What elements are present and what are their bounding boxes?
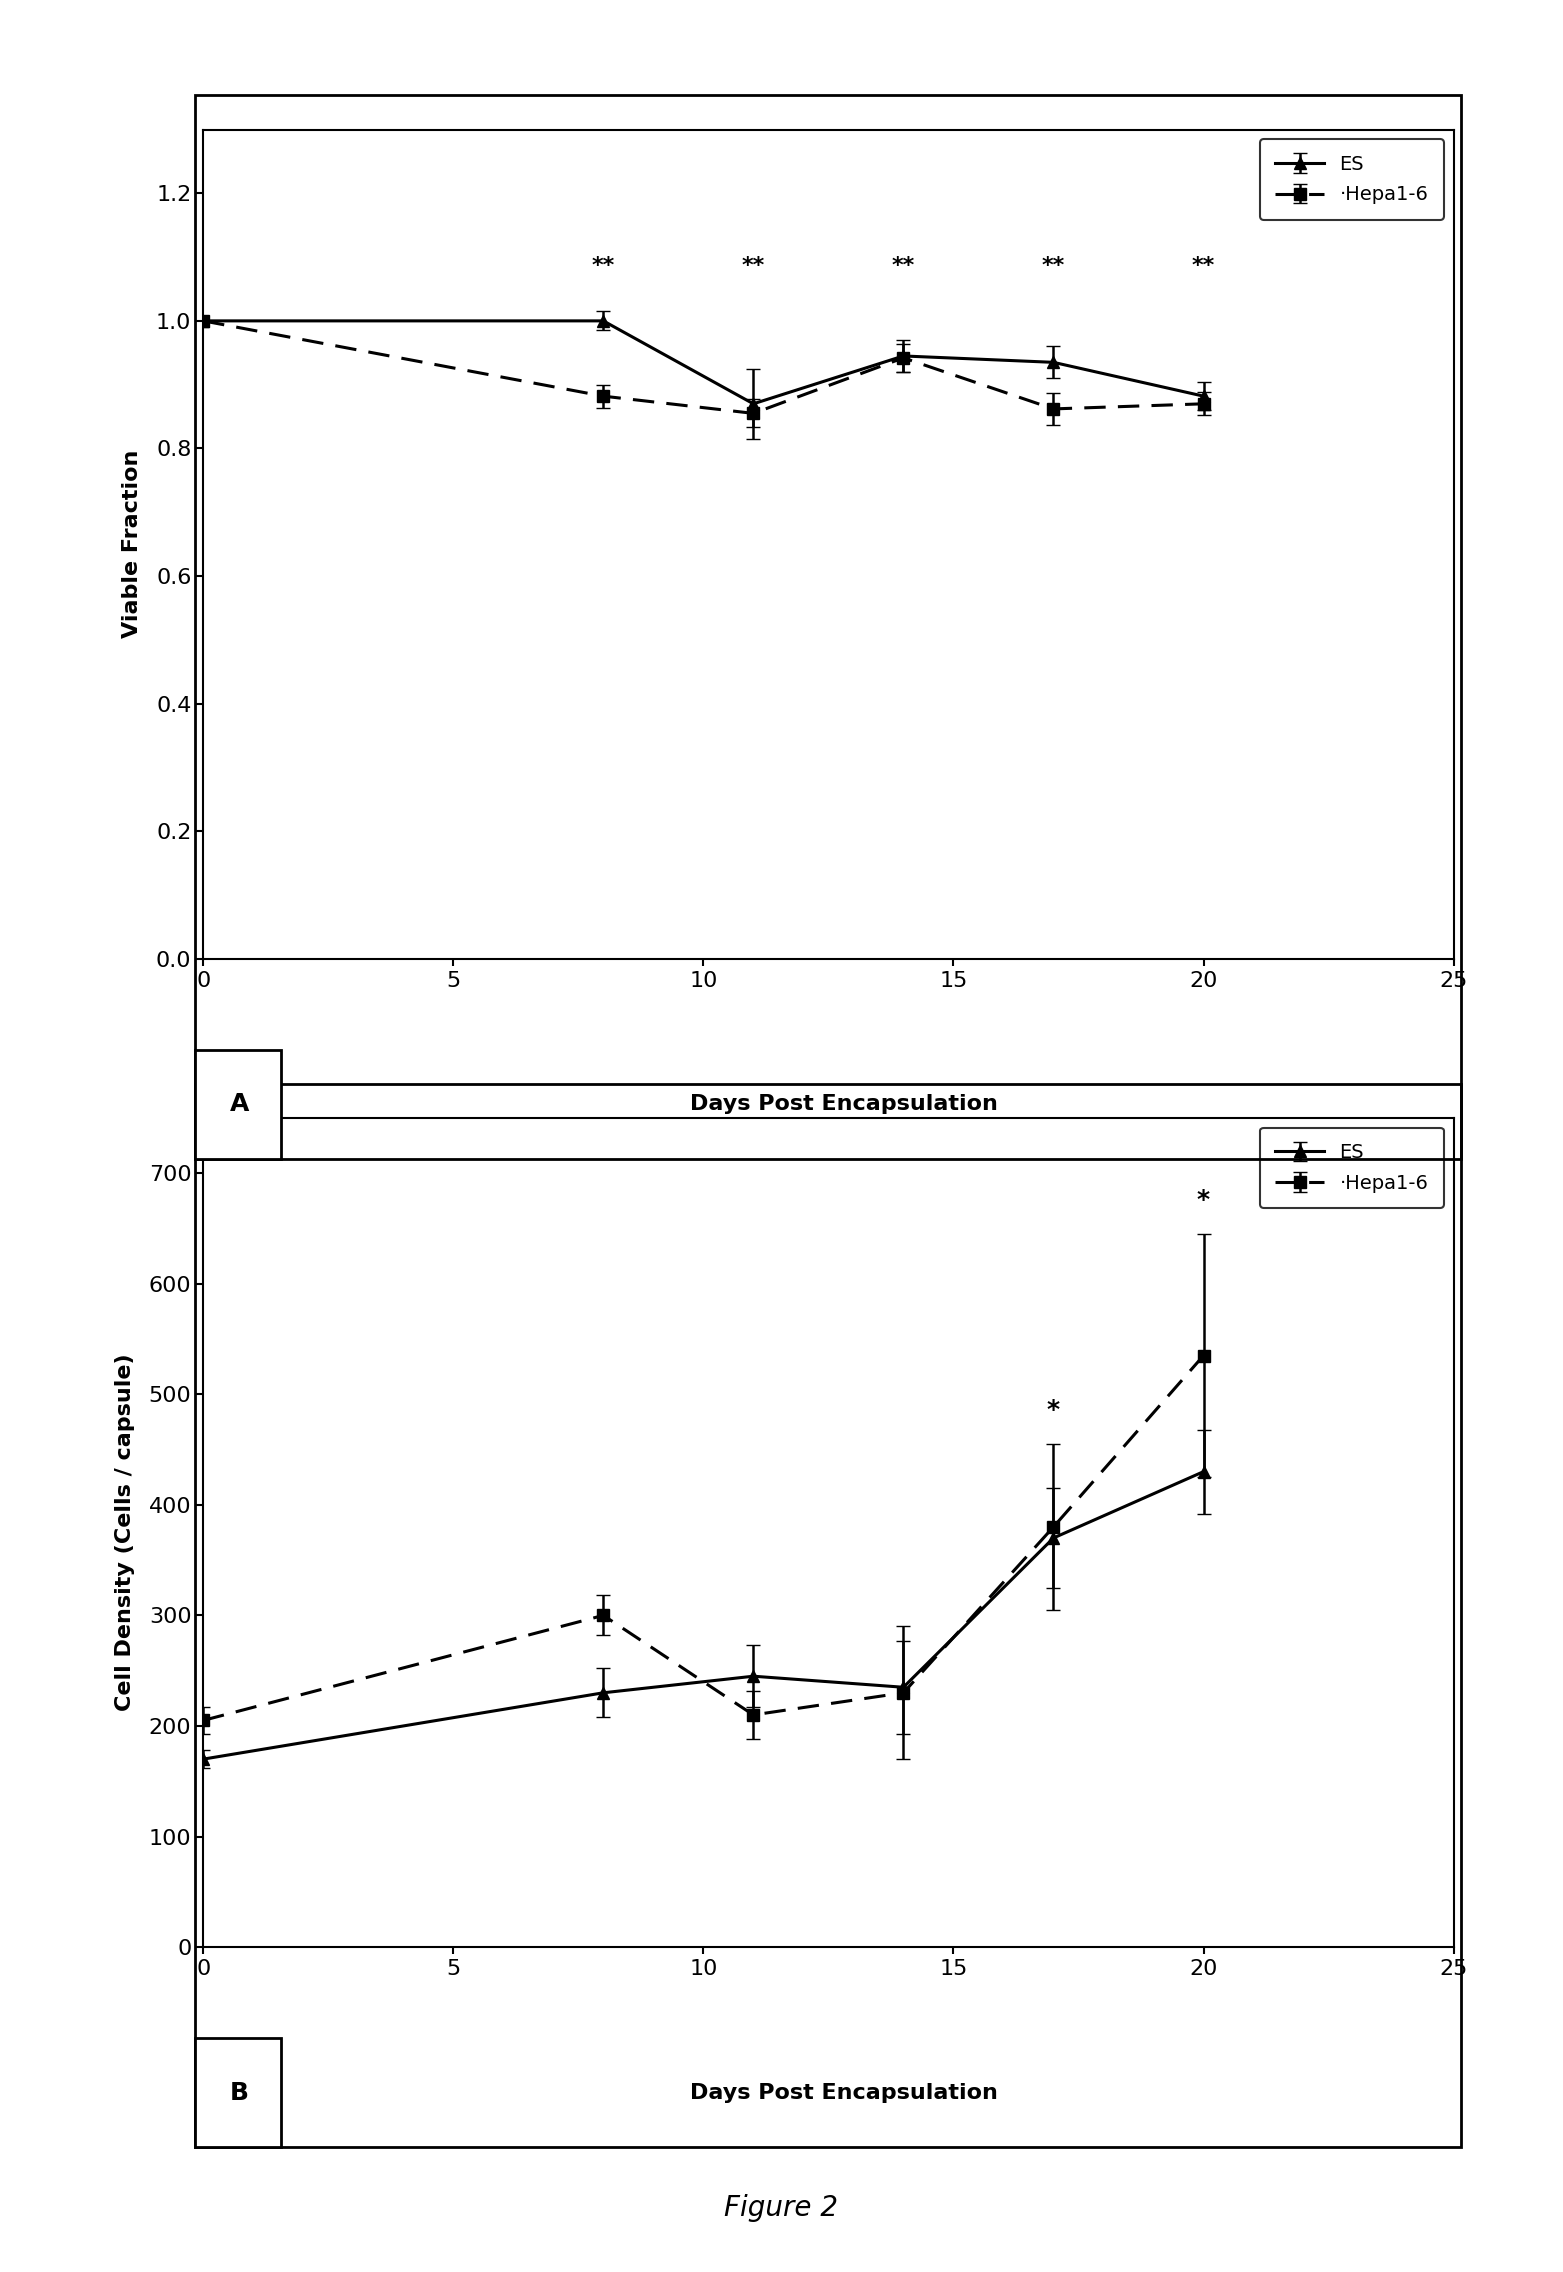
Text: *: * bbox=[1047, 1397, 1060, 1422]
Text: B: B bbox=[230, 2081, 249, 2104]
Text: Figure 2: Figure 2 bbox=[725, 2195, 838, 2222]
Text: **: ** bbox=[892, 257, 914, 277]
Text: *: * bbox=[1197, 1188, 1210, 1211]
Legend: ES, ·Hepa1-6: ES, ·Hepa1-6 bbox=[1260, 1127, 1444, 1209]
Text: Days Post Encapsulation: Days Post Encapsulation bbox=[691, 1095, 997, 1113]
Y-axis label: Viable Fraction: Viable Fraction bbox=[122, 450, 142, 638]
Text: **: ** bbox=[592, 257, 614, 277]
Y-axis label: Cell Density (Cells / capsule): Cell Density (Cells / capsule) bbox=[114, 1354, 134, 1711]
Text: **: ** bbox=[1193, 257, 1214, 277]
Text: **: ** bbox=[1043, 257, 1064, 277]
Text: A: A bbox=[230, 1093, 249, 1116]
Legend: ES, ·Hepa1-6: ES, ·Hepa1-6 bbox=[1260, 139, 1444, 220]
Text: **: ** bbox=[742, 257, 764, 277]
Text: Days Post Encapsulation: Days Post Encapsulation bbox=[691, 2083, 997, 2102]
